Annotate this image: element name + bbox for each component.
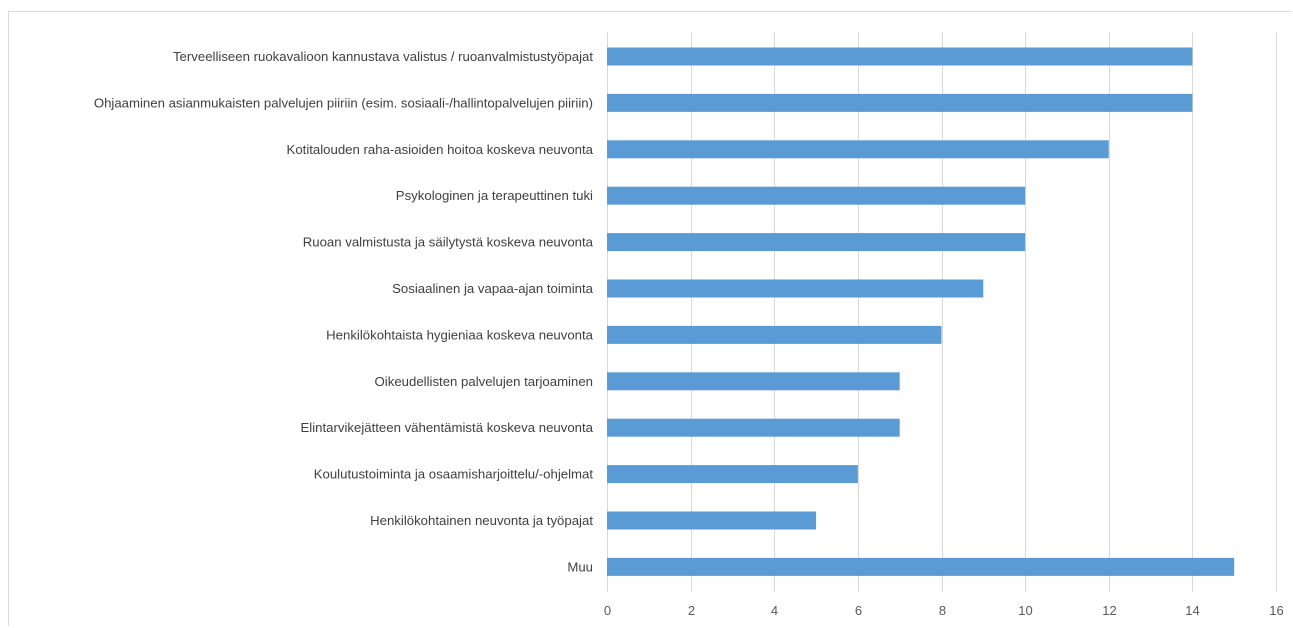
- bar: [607, 93, 1193, 112]
- category-label: Psykologinen ja terapeuttinen tuki: [396, 188, 593, 203]
- bar: [607, 511, 817, 530]
- bars: [607, 47, 1235, 576]
- bar: [607, 233, 1026, 252]
- x-tick-label: 8: [939, 603, 946, 618]
- category-label: Koulutustoiminta ja osaamisharjoittelu/-…: [314, 467, 594, 482]
- bar: [607, 372, 900, 391]
- category-label: Ruoan valmistusta ja säilytystä koskeva …: [303, 235, 594, 250]
- x-tick-label: 2: [688, 603, 695, 618]
- x-tick-label: 0: [604, 603, 611, 618]
- x-axis-tick-labels: 0 2 4 6 8 10 12 14 16: [604, 603, 1284, 618]
- category-label: Kotitalouden raha-asioiden hoitoa koskev…: [287, 142, 594, 157]
- category-label: Oikeudellisten palvelujen tarjoaminen: [375, 374, 593, 389]
- bar: [607, 186, 1026, 205]
- x-tick-label: 16: [1269, 603, 1283, 618]
- category-label: Ohjaaminen asianmukaisten palvelujen pii…: [94, 95, 593, 110]
- gridlines: [607, 32, 1277, 592]
- bar: [607, 47, 1193, 66]
- x-tick-label: 4: [771, 603, 778, 618]
- category-label: Henkilökohtainen neuvonta ja työpajat: [370, 513, 593, 528]
- category-label: Terveelliseen ruokavalioon kannustava va…: [173, 49, 593, 64]
- x-tick-label: 6: [855, 603, 862, 618]
- bar: [607, 465, 858, 484]
- bar: [607, 557, 1235, 576]
- bar: [607, 325, 942, 344]
- category-label: Elintarvikejätteen vähentämistä koskeva …: [301, 420, 594, 435]
- category-label: Henkilökohtaista hygieniaa koskeva neuvo…: [326, 327, 594, 342]
- category-labels: Terveelliseen ruokavalioon kannustava va…: [94, 49, 594, 574]
- category-label: Sosiaalinen ja vapaa-ajan toiminta: [392, 281, 594, 296]
- bar: [607, 279, 984, 298]
- x-tick-label: 14: [1185, 603, 1199, 618]
- bar: [607, 140, 1109, 159]
- bar: [607, 418, 900, 437]
- x-tick-label: 10: [1018, 603, 1032, 618]
- category-label: Muu: [567, 559, 593, 574]
- x-tick-label: 12: [1102, 603, 1116, 618]
